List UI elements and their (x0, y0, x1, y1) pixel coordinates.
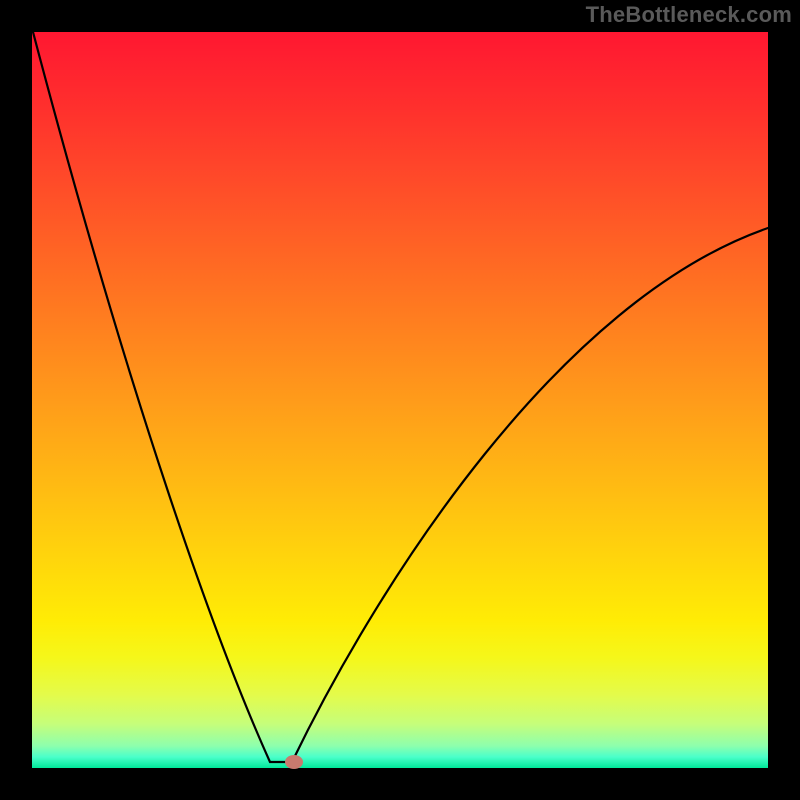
chart-container: TheBottleneck.com (0, 0, 800, 800)
watermark-text: TheBottleneck.com (586, 2, 792, 28)
bottleneck-marker (285, 755, 303, 769)
plot-area (32, 32, 768, 768)
